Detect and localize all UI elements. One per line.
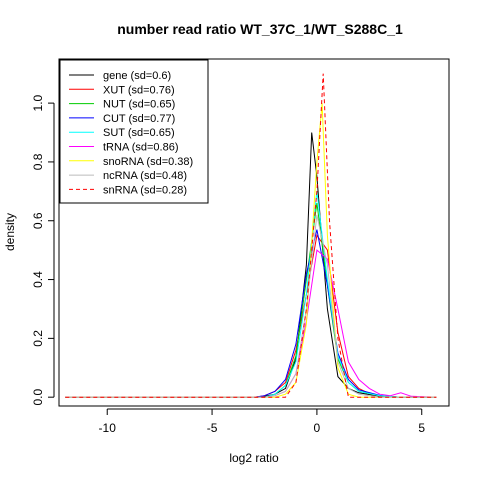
plot-frame xyxy=(58,58,450,407)
series-line xyxy=(65,203,437,398)
y-tick-label: 0.4 xyxy=(31,271,45,288)
chart-title: number read ratio WT_37C_1/WT_S288C_1 xyxy=(117,21,403,37)
legend-entry-label: SUT (sd=0.65) xyxy=(103,127,175,139)
x-tick-label: -5 xyxy=(207,421,218,435)
x-axis: -10 -5 0 5 xyxy=(99,408,425,435)
legend-entry-label: NUT (sd=0.65) xyxy=(103,99,175,111)
y-axis: 0.0 0.2 0.4 0.6 0.8 1.0 xyxy=(31,94,55,406)
series-line xyxy=(65,73,437,398)
y-tick-label: 0.6 xyxy=(31,212,45,229)
x-tick-label: 0 xyxy=(314,421,321,435)
x-tick-label: 5 xyxy=(418,421,425,435)
series-line xyxy=(65,214,437,398)
x-axis-label: log2 ratio xyxy=(229,451,279,465)
y-axis-label: density xyxy=(3,213,17,251)
series-line xyxy=(65,249,437,398)
legend-entry-label: snRNA (sd=0.28) xyxy=(103,184,187,196)
y-tick-label: 1.0 xyxy=(31,94,45,111)
series-line xyxy=(65,234,437,398)
legend-entry-label: XUT (sd=0.76) xyxy=(103,84,175,96)
x-tick-label: -10 xyxy=(99,421,117,435)
legend-entry-label: CUT (sd=0.77) xyxy=(103,113,175,125)
legend-entry-label: ncRNA (sd=0.48) xyxy=(103,170,187,182)
y-tick-label: 0.2 xyxy=(31,330,45,347)
legend-entry-label: tRNA (sd=0.86) xyxy=(103,142,179,154)
y-tick-label: 0.8 xyxy=(31,153,45,170)
legend-entry-label: snoRNA (sd=0.38) xyxy=(103,156,193,168)
legend: gene (sd=0.6) XUT (sd=0.76) NUT (sd=0.65) C… xyxy=(59,59,209,204)
series-line xyxy=(65,191,437,398)
y-tick-label: 0.0 xyxy=(31,389,45,406)
series-line xyxy=(65,103,437,398)
series-line xyxy=(65,229,437,398)
series-layer xyxy=(65,73,437,398)
legend-entry-label: gene (sd=0.6) xyxy=(103,70,171,82)
legend-box xyxy=(59,59,209,204)
